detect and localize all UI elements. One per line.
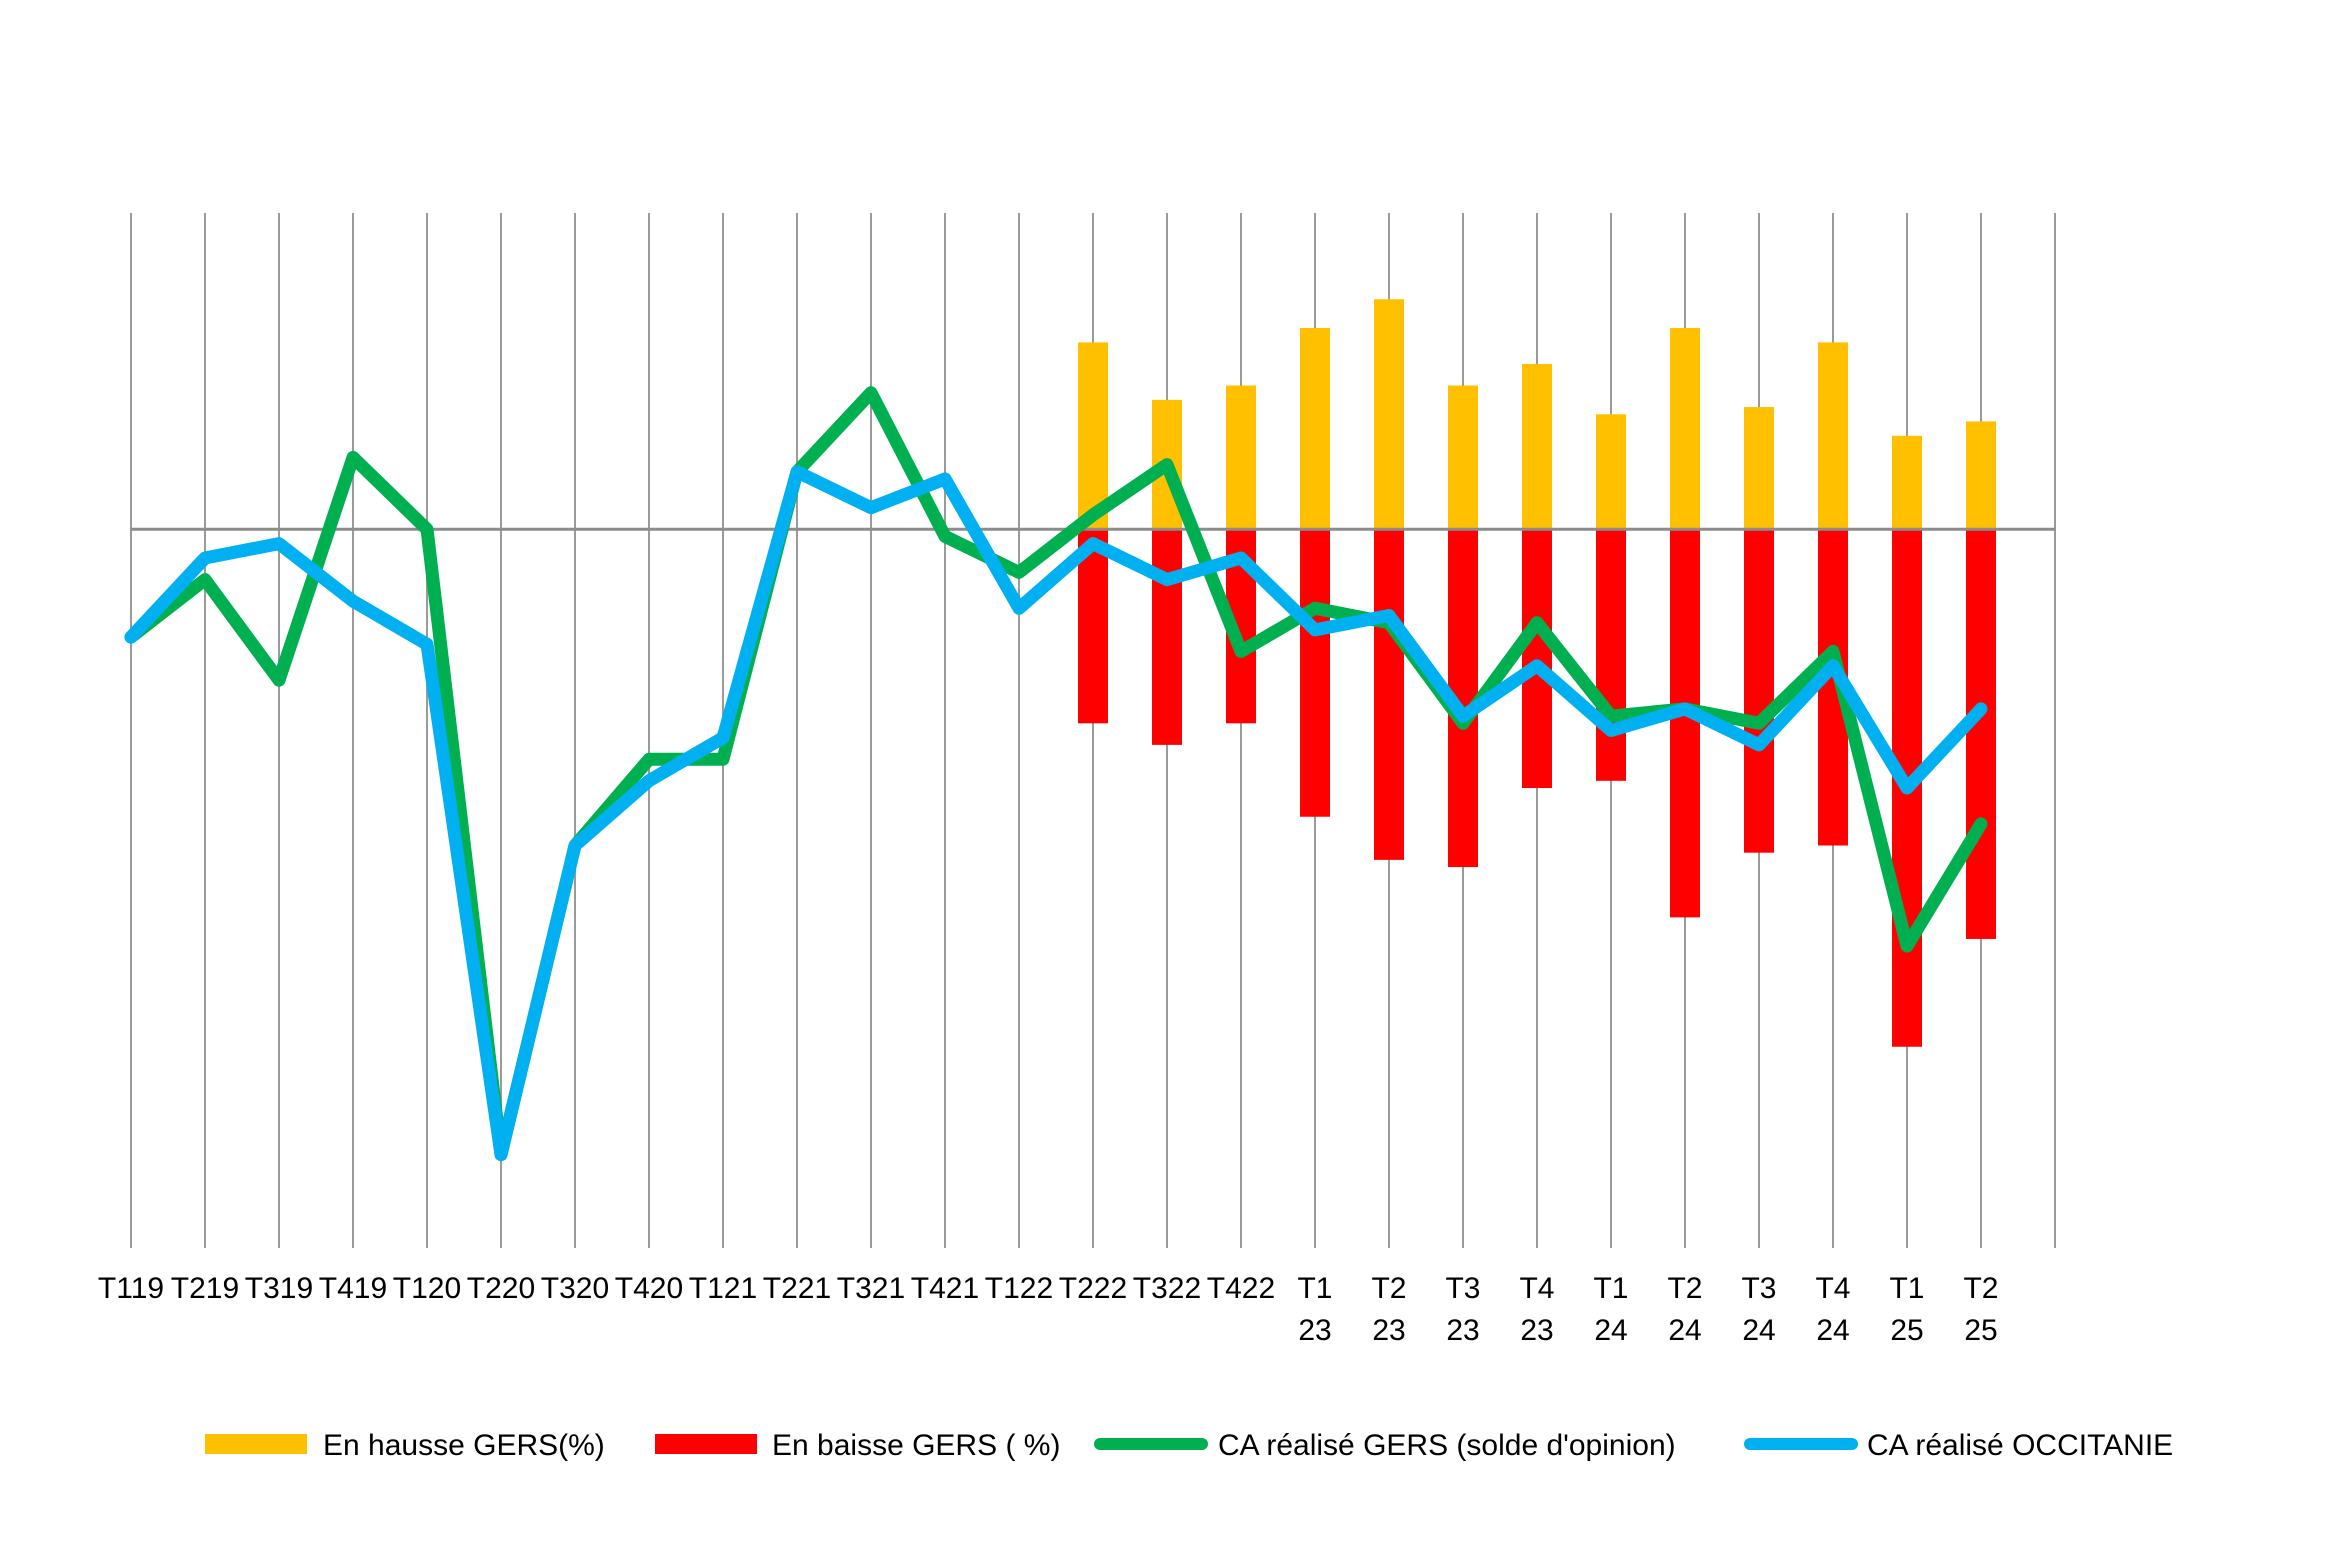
x-tick-label: T1 [1297, 1272, 1332, 1305]
bar-en-hausse [1078, 342, 1108, 530]
x-tick-label: T2 [1667, 1272, 1702, 1305]
bar-en-hausse [1374, 299, 1404, 530]
x-tick-label: 25 [1890, 1314, 1923, 1347]
x-tick-label: T422 [1207, 1272, 1275, 1305]
legend: En hausse GERS(%) En baisse GERS ( %) CA r… [205, 1429, 2173, 1462]
bar-en-hausse [1226, 385, 1256, 530]
x-tick-label: 25 [1964, 1314, 1997, 1347]
bar-en-baisse [1596, 529, 1626, 781]
legend-swatch [205, 1434, 307, 1454]
line-ca-realise-occitanie [124, 465, 1988, 1162]
bar-en-hausse [1744, 407, 1774, 530]
x-tick-label: T421 [911, 1272, 979, 1305]
x-tick-label: 23 [1520, 1314, 1553, 1347]
x-tick-label: T119 [98, 1272, 164, 1305]
legend-label: En hausse GERS(%) [323, 1429, 605, 1462]
bar-en-baisse [1152, 529, 1182, 745]
x-tick-label: T220 [467, 1272, 535, 1305]
bar-en-hausse [1522, 363, 1552, 530]
bar-en-hausse [1818, 342, 1848, 530]
x-tick-label: 23 [1298, 1314, 1331, 1347]
bars [1078, 299, 1996, 1047]
lines [124, 386, 1988, 1162]
x-axis-tick-labels: T119 T219 T319 T419 T120 T220 T320 T420 T121 T221… [98, 1272, 1999, 1347]
x-tick-label: T219 [171, 1272, 239, 1305]
bar-en-hausse [1966, 421, 1996, 530]
legend-swatch [655, 1434, 757, 1454]
x-tick-label: T1 [1889, 1272, 1924, 1305]
x-tick-label: T320 [541, 1272, 609, 1305]
x-tick-label: T3 [1741, 1272, 1776, 1305]
bar-en-baisse [1374, 529, 1404, 860]
bar-en-baisse [1300, 529, 1330, 817]
x-tick-label: T321 [837, 1272, 905, 1305]
x-tick-label: T4 [1519, 1272, 1554, 1305]
x-tick-label: T222 [1059, 1272, 1127, 1305]
bar-en-baisse [1966, 529, 1996, 939]
x-tick-label: T121 [689, 1272, 757, 1305]
x-tick-label: T2 [1371, 1272, 1406, 1305]
x-tick-label: 23 [1446, 1314, 1479, 1347]
x-tick-label: 24 [1742, 1314, 1775, 1347]
x-tick-label: T4 [1815, 1272, 1850, 1305]
x-tick-label: T322 [1133, 1272, 1201, 1305]
x-tick-label: 23 [1372, 1314, 1405, 1347]
x-tick-label: 24 [1594, 1314, 1627, 1347]
bar-en-baisse [1078, 529, 1108, 724]
bar-en-baisse [1522, 529, 1552, 788]
bar-en-hausse [1300, 328, 1330, 530]
x-tick-label: 24 [1816, 1314, 1849, 1347]
legend-label: CA réalisé GERS (solde d'opinion) [1218, 1429, 1676, 1462]
bar-en-hausse [1892, 435, 1922, 530]
x-tick-label: T122 [985, 1272, 1053, 1305]
x-tick-label: T419 [319, 1272, 387, 1305]
bar-en-baisse [1670, 529, 1700, 918]
x-tick-label: T3 [1445, 1272, 1480, 1305]
x-tick-label: T120 [393, 1272, 461, 1305]
bar-en-hausse [1448, 385, 1478, 530]
x-tick-label: T2 [1963, 1272, 1998, 1305]
bar-en-hausse [1670, 328, 1700, 530]
line-ca-realise-gers [124, 386, 1988, 1162]
bar-en-baisse [1744, 529, 1774, 853]
x-tick-label: T420 [615, 1272, 683, 1305]
x-tick-label: T319 [245, 1272, 313, 1305]
bar-en-hausse [1596, 414, 1626, 530]
legend-label: En baisse GERS ( %) [772, 1429, 1060, 1462]
x-tick-label: T221 [763, 1272, 831, 1305]
legend-label: CA réalisé OCCITANIE [1867, 1429, 2173, 1462]
x-tick-label: T1 [1593, 1272, 1628, 1305]
x-tick-label: 24 [1668, 1314, 1701, 1347]
